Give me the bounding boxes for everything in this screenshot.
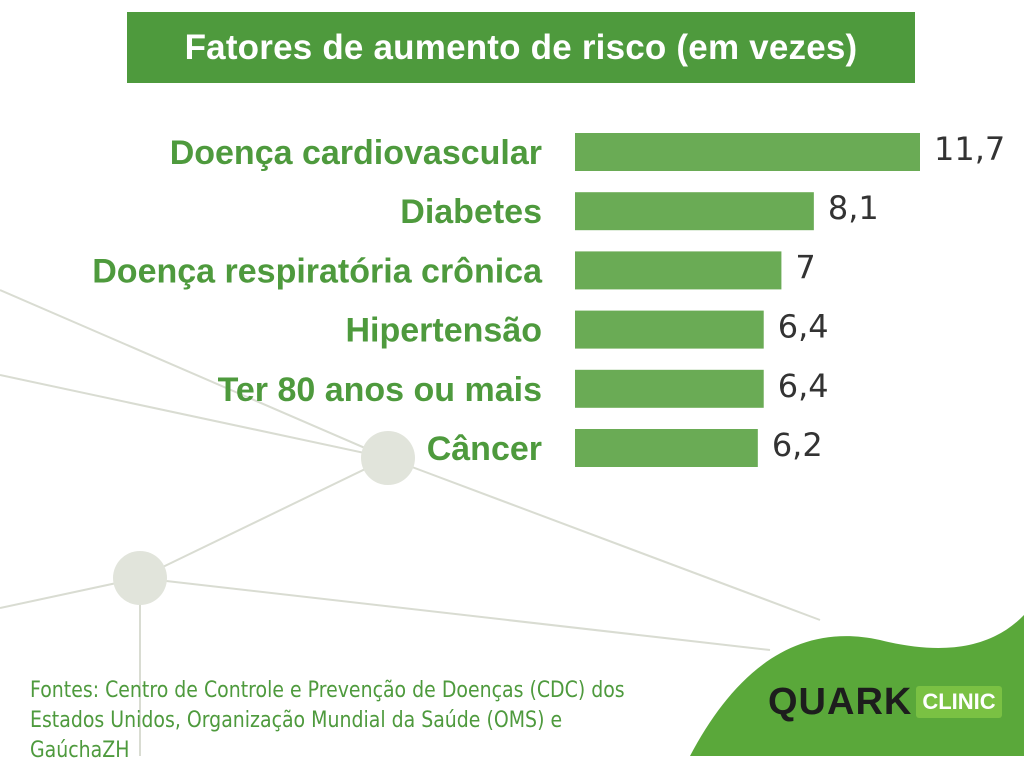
network-node bbox=[113, 551, 167, 605]
value-label: 6,2 bbox=[772, 426, 823, 464]
category-label: Câncer bbox=[427, 430, 542, 468]
corner-wave bbox=[690, 615, 1024, 756]
title-banner: Fatores de aumento de risco (em vezes) bbox=[127, 12, 915, 83]
sources-line-1: Fontes: Centro de Controle e Prevenção d… bbox=[30, 678, 625, 703]
category-label: Ter 80 anos ou mais bbox=[218, 371, 542, 409]
bar-chart: Doença cardiovascular 11,7 Diabetes 8,1 Doen… bbox=[92, 130, 1005, 468]
category-label: Hipertensão bbox=[346, 312, 543, 350]
value-label: 6,4 bbox=[778, 367, 829, 405]
category-label: Doença cardiovascular bbox=[170, 134, 542, 172]
logo-wordmark: QUARK bbox=[768, 680, 913, 723]
category-label: Doença respiratória crônica bbox=[92, 252, 543, 290]
sources-line-2: Estados Unidos, Organização Mundial da S… bbox=[30, 708, 563, 763]
quark-clinic-logo: QUARK CLINIC bbox=[768, 680, 1004, 723]
sources-note: Fontes: Centro de Controle e Prevenção d… bbox=[30, 676, 632, 766]
bar bbox=[575, 310, 764, 349]
bar bbox=[575, 192, 814, 231]
bar bbox=[575, 429, 758, 467]
bar bbox=[575, 369, 764, 408]
network-node bbox=[361, 431, 415, 485]
value-label: 11,7 bbox=[934, 130, 1005, 168]
logo-badge: CLINIC bbox=[916, 686, 1002, 718]
value-label: 8,1 bbox=[828, 189, 879, 227]
bar bbox=[575, 133, 920, 171]
value-label: 6,4 bbox=[778, 308, 829, 346]
chart-title: Fatores de aumento de risco (em vezes) bbox=[184, 27, 858, 67]
value-label: 7 bbox=[795, 248, 815, 286]
bar bbox=[575, 251, 782, 290]
category-label: Diabetes bbox=[400, 193, 542, 231]
